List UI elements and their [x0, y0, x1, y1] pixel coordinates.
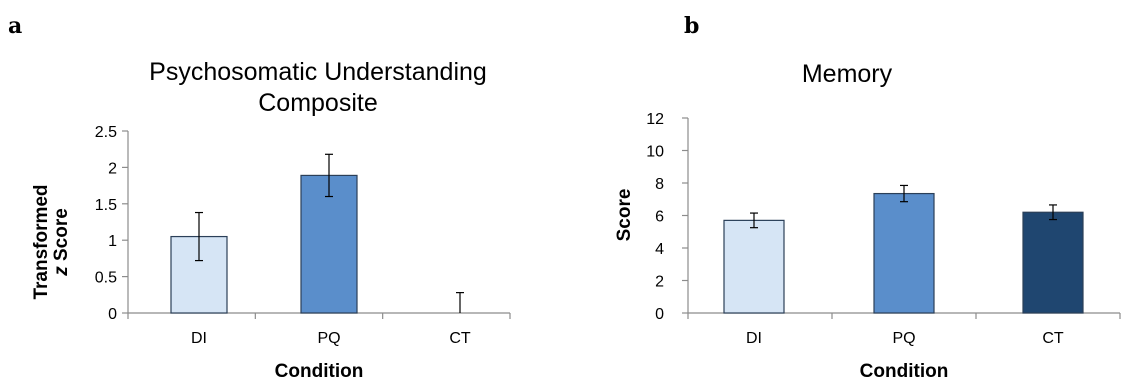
y-tick-label: 1.5 [95, 197, 117, 214]
y-axis-title-line: Transformed [31, 184, 52, 299]
category-label-pq: PQ [317, 330, 340, 347]
y-tick-label: 8 [655, 176, 664, 193]
chart-title-line: Composite [258, 89, 378, 117]
chart-title-line: Memory [802, 60, 893, 88]
y-tick-label: 1 [108, 233, 117, 250]
category-label-ct: CT [1042, 330, 1064, 347]
bar-pq [873, 192, 935, 314]
y-axis-title-line: Score [614, 189, 635, 242]
category-label-ct: CT [449, 330, 471, 347]
bar-di [723, 219, 785, 314]
category-label-di: DI [191, 330, 207, 347]
y-tick-label: 10 [646, 144, 664, 161]
chart-title-line: Psychosomatic Understanding [149, 58, 487, 86]
y-tick-label: 2 [108, 160, 117, 177]
category-label-pq: PQ [892, 330, 915, 347]
panel-a-letter: a [8, 13, 22, 39]
category-label-di: DI [746, 330, 762, 347]
panel-b: b Memory 0 2 4 6 8 10 12 DI PQ CT Condition Score [614, 13, 1121, 382]
y-tick-label: 6 [655, 209, 664, 226]
x-axis-title: Condition [860, 361, 949, 382]
y-tick-label: 0 [655, 306, 664, 323]
y-tick-label: 2.5 [95, 124, 117, 141]
bar-ct [1022, 211, 1084, 314]
panel-b-letter: b [684, 13, 699, 39]
y-tick-label: 12 [646, 111, 664, 128]
y-tick-label: 4 [655, 241, 664, 258]
bar-pq [300, 174, 358, 314]
x-axis-title: Condition [275, 361, 364, 382]
y-tick-label: 0 [108, 306, 117, 323]
y-axis-title-line: z Score [51, 208, 72, 277]
panel-a: a Psychosomatic Understanding Composite 0 0… [8, 13, 511, 382]
y-tick-label: 2 [655, 274, 664, 291]
y-tick-label: 0.5 [95, 270, 117, 287]
